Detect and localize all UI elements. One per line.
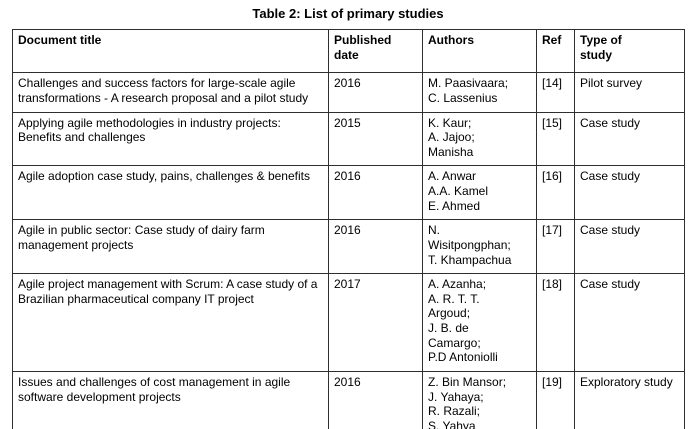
- cell-authors: Z. Bin Mansor; J. Yahaya; R. Razali; S. …: [422, 370, 537, 429]
- cell-published-date: 2017: [328, 273, 423, 372]
- cell-published-date: 2016: [328, 165, 423, 221]
- cell-ref: [15]: [536, 111, 575, 167]
- cell-document-title: Agile project management with Scrum: A c…: [12, 273, 329, 372]
- cell-published-date: 2016: [328, 219, 423, 275]
- column-header-published-date: Published date: [328, 28, 423, 74]
- table-row: Agile project management with Scrum: A c…: [12, 273, 685, 372]
- cell-published-date: 2016: [328, 72, 423, 113]
- column-header-published-date-label: Published date: [334, 33, 392, 62]
- cell-document-title: Applying agile methodologies in industry…: [12, 111, 329, 167]
- cell-authors: N. Wisitpongphan; T. Khampachua: [422, 219, 537, 275]
- cell-ref: [17]: [536, 219, 575, 275]
- table-row: Challenges and success factors for large…: [12, 72, 685, 113]
- table-row: Issues and challenges of cost management…: [12, 370, 685, 429]
- cell-document-title: Issues and challenges of cost management…: [12, 370, 329, 429]
- cell-ref: [18]: [536, 273, 575, 372]
- table-row: Applying agile methodologies in industry…: [12, 111, 685, 167]
- cell-document-title: Challenges and success factors for large…: [12, 72, 329, 113]
- cell-type-of-study: Case study: [574, 111, 685, 167]
- column-header-type-of-study: Type of study: [574, 28, 685, 74]
- column-header-ref: Ref: [536, 28, 575, 74]
- cell-ref: [14]: [536, 72, 575, 113]
- cell-document-title: Agile adoption case study, pains, challe…: [12, 165, 329, 221]
- cell-ref: [16]: [536, 165, 575, 221]
- primary-studies-table: Document title Published date Authors Re…: [12, 28, 685, 429]
- cell-type-of-study: Case study: [574, 165, 685, 221]
- cell-type-of-study: Pilot survey: [574, 72, 685, 113]
- table-caption: Table 2: List of primary studies: [252, 6, 444, 21]
- column-header-document-title: Document title: [12, 28, 329, 74]
- cell-authors: A. Anwar A.A. Kamel E. Ahmed: [422, 165, 537, 221]
- cell-ref: [19]: [536, 370, 575, 429]
- column-header-type-of-study-label: Type of study: [580, 33, 622, 62]
- cell-published-date: 2016: [328, 370, 423, 429]
- cell-published-date: 2015: [328, 111, 423, 167]
- cell-type-of-study: Case study: [574, 273, 685, 372]
- cell-authors: K. Kaur; A. Jajoo; Manisha: [422, 111, 537, 167]
- header-row: Document title Published date Authors Re…: [12, 28, 685, 74]
- cell-type-of-study: Case study: [574, 219, 685, 275]
- cell-authors: M. Paasivaara; C. Lassenius: [422, 72, 537, 113]
- cell-type-of-study: Exploratory study: [574, 370, 685, 429]
- table-row: Agile adoption case study, pains, challe…: [12, 165, 685, 221]
- column-header-authors: Authors: [422, 28, 537, 74]
- cell-authors: A. Azanha; A. R. T. T. Argoud; J. B. de …: [422, 273, 537, 372]
- cell-document-title: Agile in public sector: Case study of da…: [12, 219, 329, 275]
- table-row: Agile in public sector: Case study of da…: [12, 219, 685, 275]
